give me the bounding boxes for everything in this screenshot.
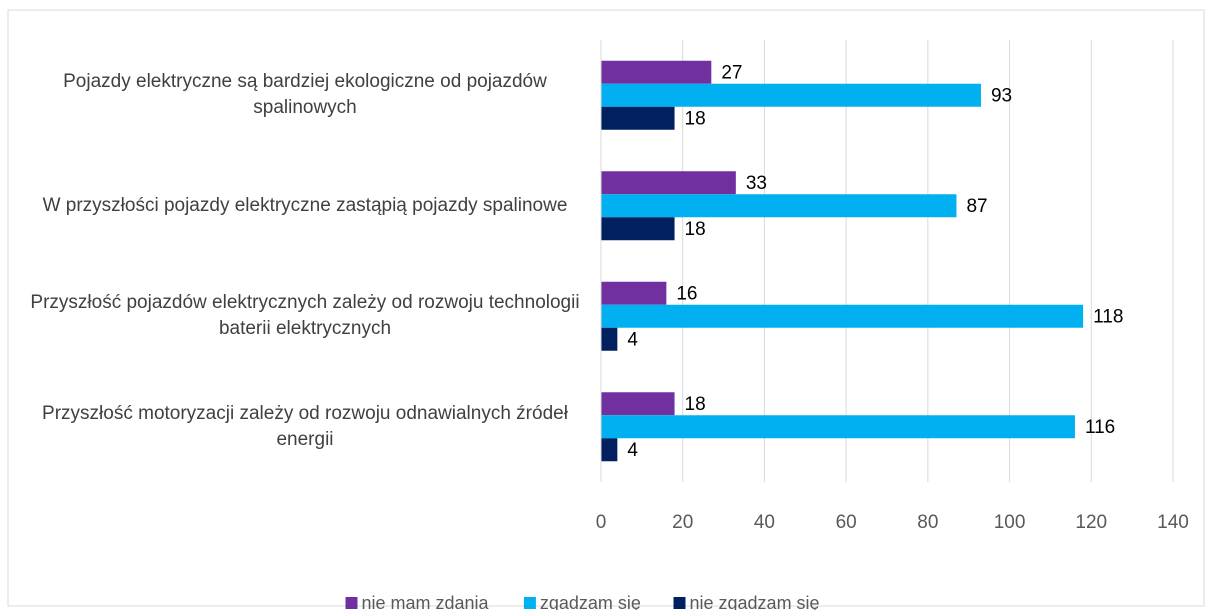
x-tick-label: 60	[836, 512, 857, 533]
y-tick-label: W przyszłości pojazdy elektryczne zastąp…	[42, 194, 568, 216]
data-label: 18	[685, 108, 706, 129]
x-tick-label: 100	[994, 512, 1026, 533]
data-label: 118	[1093, 306, 1123, 327]
legend-swatch	[345, 597, 358, 609]
data-label: 116	[1085, 417, 1115, 438]
bar	[601, 392, 675, 416]
x-tick-label: 0	[596, 512, 607, 533]
bar	[601, 171, 736, 195]
data-label: 27	[721, 62, 742, 83]
legend-swatch	[523, 597, 536, 609]
legend-label: nie zgadzam się	[690, 593, 820, 610]
x-tick-label: 40	[754, 512, 775, 533]
bar	[601, 194, 957, 218]
data-label: 18	[685, 219, 706, 240]
x-tick-label: 20	[672, 512, 693, 533]
data-label: 4	[627, 440, 638, 461]
bar	[601, 60, 712, 84]
legend-label: zgadzam się	[540, 593, 641, 610]
x-tick-label: 120	[1075, 512, 1107, 533]
data-label: 93	[991, 85, 1012, 106]
bar	[601, 415, 1075, 439]
data-label: 4	[627, 329, 638, 350]
bar	[601, 217, 675, 241]
legend-label: nie mam zdania	[362, 593, 490, 610]
legend-swatch	[673, 597, 686, 609]
bar	[601, 304, 1084, 328]
bar	[601, 106, 675, 130]
x-tick-label: 140	[1157, 512, 1189, 533]
bar	[601, 281, 667, 305]
y-tick-label: Pojazdy elektryczne są bardziej ekologic…	[63, 71, 547, 119]
data-label: 33	[746, 173, 767, 194]
data-label: 18	[685, 394, 706, 415]
y-tick-label: Przyszłość motoryzacji zależy od rozwoju…	[42, 402, 568, 450]
bar	[601, 327, 618, 351]
bar	[601, 438, 618, 462]
chart-frame	[7, 9, 1205, 607]
x-tick-label: 80	[917, 512, 938, 533]
y-tick-label: Przyszłość pojazdów elektrycznych zależy…	[30, 292, 580, 340]
data-label: 16	[676, 283, 697, 304]
bar	[601, 83, 981, 107]
data-label: 87	[966, 196, 987, 217]
